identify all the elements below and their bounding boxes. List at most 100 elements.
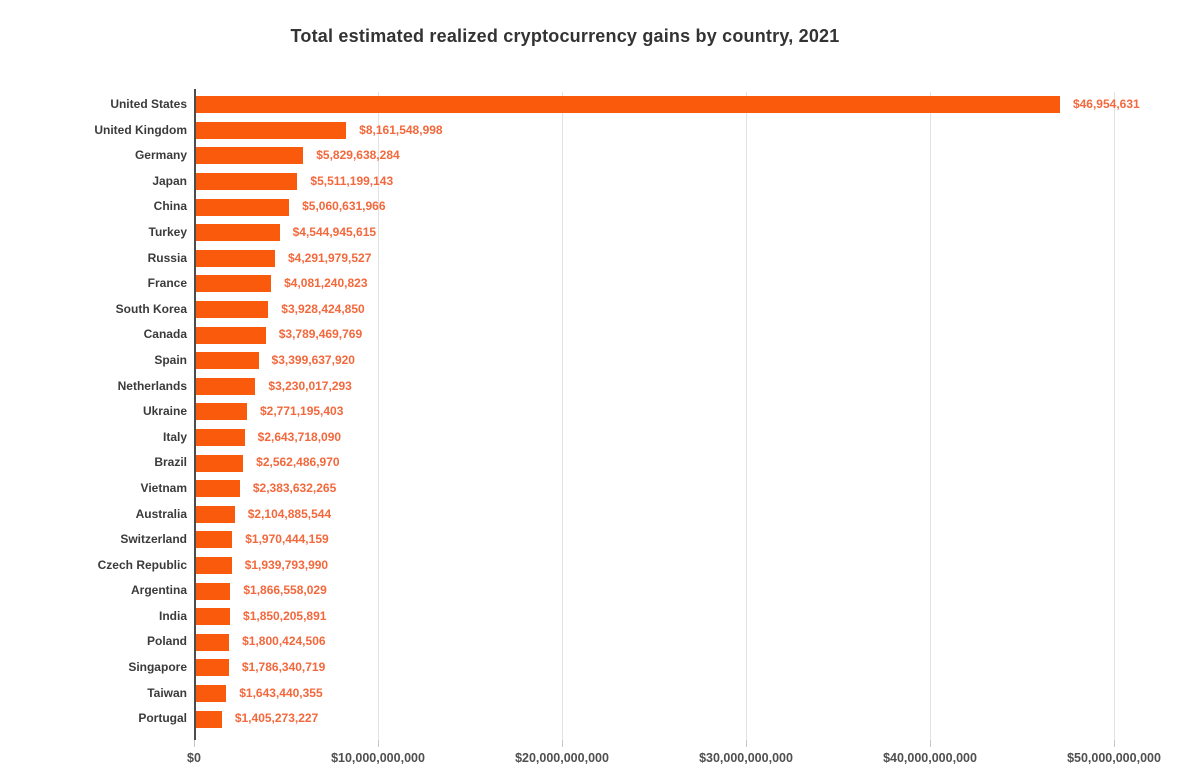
bar-value-label: $46,954,631 xyxy=(1072,97,1140,111)
bar-row: $5,511,199,143 xyxy=(194,169,1146,195)
x-tick-label: $20,000,000,000 xyxy=(515,751,609,765)
chart-title: Total estimated realized cryptocurrency … xyxy=(290,26,840,46)
bar-row: $8,161,548,998 xyxy=(194,118,1146,144)
bar xyxy=(196,173,298,191)
y-axis-labels: United States United Kingdom Germany Japan C… xyxy=(1,92,187,732)
bar xyxy=(196,275,272,293)
bar-row: $1,786,340,719 xyxy=(194,655,1146,681)
gridline xyxy=(562,92,563,740)
bar-value-label: $2,383,632,265 xyxy=(252,480,337,495)
bar-value-label: $2,643,718,090 xyxy=(257,429,342,444)
bar-row: $1,800,424,506 xyxy=(194,629,1146,655)
bar xyxy=(196,121,347,139)
country-label: Ukraine xyxy=(142,404,187,419)
country-label: Brazil xyxy=(154,455,187,470)
bar-row: $1,866,558,029 xyxy=(194,578,1146,604)
bar-row: $2,383,632,265 xyxy=(194,476,1146,502)
bar-value-label: $3,399,637,920 xyxy=(271,352,355,367)
bar-value-label: $3,789,469,769 xyxy=(278,327,363,342)
bar-value-label: $3,928,424,850 xyxy=(281,301,365,316)
x-tick-mark xyxy=(746,740,747,747)
plot-area: United States United Kingdom Germany Japan C… xyxy=(94,89,1146,740)
bar xyxy=(196,326,266,344)
bar-value-label: $2,771,195,403 xyxy=(259,404,344,419)
bar-value-label: $3,230,017,293 xyxy=(268,378,352,393)
bar-value-label: $2,104,885,544 xyxy=(247,506,332,521)
country-label: United Kingdom xyxy=(94,122,187,137)
bar-row: $1,850,205,891 xyxy=(194,604,1146,630)
x-tick-label: $0 xyxy=(187,751,201,765)
country-label: Vietnam xyxy=(140,480,187,495)
country-label: Germany xyxy=(134,148,187,163)
bar-row: $1,970,444,159 xyxy=(194,527,1146,553)
bar xyxy=(196,531,233,549)
x-tick-mark xyxy=(562,740,563,747)
bar xyxy=(196,429,245,447)
country-label: Australia xyxy=(135,506,187,521)
bar-value-label: $4,081,240,823 xyxy=(284,276,368,291)
bar-value-label: $5,829,638,284 xyxy=(316,148,400,163)
country-label: Switzerland xyxy=(120,532,187,547)
bar-row: $4,081,240,823 xyxy=(194,271,1146,297)
gridline xyxy=(1114,92,1115,740)
bar-row: $1,939,793,990 xyxy=(194,553,1146,579)
y-axis-line xyxy=(194,89,196,740)
bar-value-label: $1,939,793,990 xyxy=(244,557,329,572)
bar-row: $46,954,631 xyxy=(194,92,1146,118)
x-tick-mark xyxy=(378,740,379,747)
bar-value-label: $1,850,205,891 xyxy=(243,608,327,623)
country-label: Singapore xyxy=(128,660,187,675)
country-label: Spain xyxy=(154,352,187,367)
bar-row: $2,643,718,090 xyxy=(194,425,1146,451)
x-tick-label: $10,000,000,000 xyxy=(331,751,425,765)
bar-row: $1,643,440,355 xyxy=(194,681,1146,707)
bar-value-label: $8,161,548,998 xyxy=(359,122,443,137)
country-label: Czech Republic xyxy=(97,557,187,572)
country-label: Canada xyxy=(143,327,187,342)
bar-row: $2,771,195,403 xyxy=(194,399,1146,425)
bar-row: $3,789,469,769 xyxy=(194,322,1146,348)
bar xyxy=(196,403,247,421)
bar-row: $3,928,424,850 xyxy=(194,297,1146,323)
x-tick-label: $40,000,000,000 xyxy=(883,751,977,765)
x-tick-label: $50,000,000,000 xyxy=(1067,751,1161,765)
bar-value-label: $1,786,340,719 xyxy=(241,660,326,675)
bar-value-label: $4,544,945,615 xyxy=(292,224,377,239)
bar-row: $5,060,631,966 xyxy=(194,194,1146,220)
bar xyxy=(196,480,240,498)
country-label: Japan xyxy=(152,173,187,188)
country-label: Turkey xyxy=(148,224,187,239)
bar xyxy=(196,505,235,523)
bar-value-label: $1,970,444,159 xyxy=(245,532,329,547)
x-tick-mark xyxy=(1114,740,1115,747)
bar xyxy=(196,96,1060,114)
bar-value-label: $2,562,486,970 xyxy=(256,455,340,470)
bar-row: $2,104,885,544 xyxy=(194,502,1146,528)
bar xyxy=(196,582,231,600)
bar-row: $1,405,273,227 xyxy=(194,706,1146,732)
bar-rows: $46,954,631 $8,161,548,998 $5,829,638,284 $… xyxy=(194,92,1146,732)
country-label: South Korea xyxy=(115,301,187,316)
bar-value-label: $1,643,440,355 xyxy=(239,685,323,700)
bar-value-label: $1,405,273,227 xyxy=(234,711,319,726)
bar xyxy=(196,147,304,165)
bar-row: $4,544,945,615 xyxy=(194,220,1146,246)
country-label: Russia xyxy=(147,250,187,265)
bar xyxy=(196,377,256,395)
x-tick-label: $30,000,000,000 xyxy=(699,751,793,765)
bar xyxy=(196,659,229,677)
country-label: Taiwan xyxy=(147,685,187,700)
bar-value-label: $1,800,424,506 xyxy=(242,634,326,649)
x-tick-mark xyxy=(194,740,195,747)
country-label: Poland xyxy=(146,634,187,649)
bar xyxy=(196,608,231,626)
bar xyxy=(196,249,275,267)
bar xyxy=(196,684,227,702)
bar xyxy=(196,710,222,728)
bar xyxy=(196,633,230,651)
bar xyxy=(196,301,269,319)
bar xyxy=(196,198,290,216)
country-label: Italy xyxy=(162,429,187,444)
gridline xyxy=(378,92,379,740)
bar-value-label: $5,060,631,966 xyxy=(302,199,386,214)
